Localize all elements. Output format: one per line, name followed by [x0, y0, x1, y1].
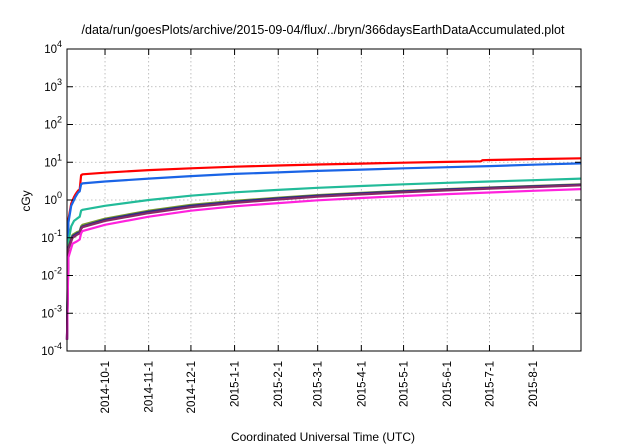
x-tick-label: 2015-2-1	[273, 361, 285, 407]
y-tick-label: 10-1	[41, 228, 62, 245]
series-line-1	[65, 157, 582, 340]
y-tick-label: 104	[44, 39, 62, 56]
y-axis-ticks: 10-4 10-3 10-2 10-1 100 101 102 103 104	[41, 39, 581, 358]
x-tick-label: 2014-10-1	[100, 361, 112, 413]
series-line-2	[65, 162, 582, 340]
series-line-4	[65, 183, 582, 340]
x-tick-label: 2015-1-1	[230, 361, 242, 407]
y-tick-label: 10-2	[41, 266, 62, 283]
y-tick-label: 101	[44, 152, 62, 169]
y-tick-label: 10-4	[41, 341, 62, 358]
y-tick-label: 103	[44, 77, 62, 94]
x-tick-label: 2015-6-1	[442, 361, 454, 407]
x-tick-label: 2015-3-1	[313, 361, 325, 407]
x-axis-ticks: 2014-10-1 2014-11-1 2014-12-1 2015-1-1 2015-…	[100, 49, 540, 413]
x-axis-label: Coordinated Universal Time (UTC)	[231, 430, 415, 444]
x-tick-label: 2014-11-1	[144, 361, 156, 413]
series-line-7	[65, 188, 582, 340]
x-tick-label: 2015-8-1	[528, 361, 540, 407]
series-line-6	[65, 184, 582, 340]
y-tick-label: 102	[44, 115, 62, 132]
y-axis-label: cGy	[19, 190, 33, 211]
chart-title: /data/run/goesPlots/archive/2015-09-04/f…	[82, 23, 565, 37]
series-layer	[65, 157, 582, 340]
y-tick-label: 100	[44, 190, 62, 207]
x-tick-label: 2015-4-1	[356, 361, 368, 407]
series-line-3	[65, 177, 582, 340]
x-tick-label: 2015-5-1	[399, 361, 411, 407]
series-line-5	[65, 183, 582, 340]
x-tick-label: 2014-12-1	[186, 361, 198, 413]
y-tick-label: 10-3	[41, 303, 62, 320]
x-tick-label: 2015-7-1	[484, 361, 496, 407]
